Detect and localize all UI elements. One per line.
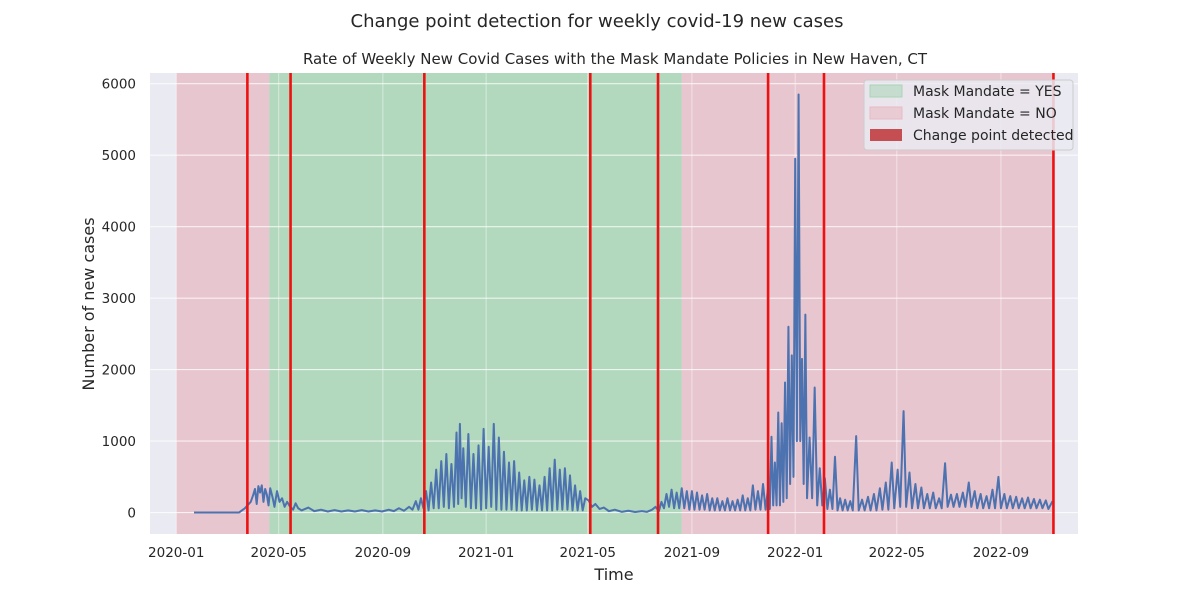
x-axis-label: Time bbox=[593, 565, 633, 584]
y-tick-label: 1000 bbox=[102, 434, 136, 450]
x-tick-label: 2020-01 bbox=[148, 545, 204, 561]
series-layer bbox=[194, 93, 1054, 514]
x-axis-ticks: 2020-01 2020-05 2020-09 2021-01 2021-05 2021-… bbox=[148, 545, 1029, 561]
mask-mandate-no-region-0 bbox=[176, 73, 270, 534]
x-tick-label: 2022-09 bbox=[973, 545, 1029, 561]
mask-mandate-yes-region-1 bbox=[269, 73, 682, 534]
x-tick-label: 2022-05 bbox=[869, 545, 925, 561]
figure-suptitle: Change point detection for weekly covid-… bbox=[351, 11, 844, 32]
chart-title: Rate of Weekly New Covid Cases with the … bbox=[303, 50, 928, 68]
x-tick-label: 2021-05 bbox=[560, 545, 616, 561]
legend-label-change-point: Change point detected bbox=[913, 128, 1074, 144]
x-tick-label: 2021-01 bbox=[458, 545, 514, 561]
y-axis-ticks: 0 1000 2000 3000 4000 5000 6000 bbox=[102, 77, 136, 522]
x-tick-label: 2021-09 bbox=[664, 545, 720, 561]
legend-swatch-mask-yes bbox=[869, 84, 903, 98]
y-tick-label: 6000 bbox=[102, 77, 136, 93]
y-tick-label: 0 bbox=[127, 506, 136, 522]
y-tick-label: 3000 bbox=[102, 291, 136, 307]
y-tick-label: 2000 bbox=[102, 363, 136, 379]
legend-label-mask-yes: Mask Mandate = YES bbox=[913, 84, 1062, 100]
legend: Mask Mandate = YES Mask Mandate = NO Cha… bbox=[863, 79, 1074, 151]
x-tick-label: 2022-01 bbox=[767, 545, 823, 561]
grid-lines bbox=[150, 73, 1078, 534]
legend-swatch-change-point bbox=[870, 129, 902, 141]
series-line-0 bbox=[194, 93, 1054, 514]
x-tick-label: 2020-09 bbox=[355, 545, 411, 561]
x-tick-label: 2020-05 bbox=[250, 545, 306, 561]
y-axis-label: Number of new cases bbox=[79, 217, 98, 390]
legend-swatch-mask-no bbox=[869, 106, 903, 120]
y-tick-label: 5000 bbox=[102, 148, 136, 164]
y-tick-label: 4000 bbox=[102, 220, 136, 236]
legend-label-mask-no: Mask Mandate = NO bbox=[913, 106, 1057, 122]
legend-box bbox=[863, 79, 1074, 151]
change-point-layer bbox=[246, 73, 1055, 534]
